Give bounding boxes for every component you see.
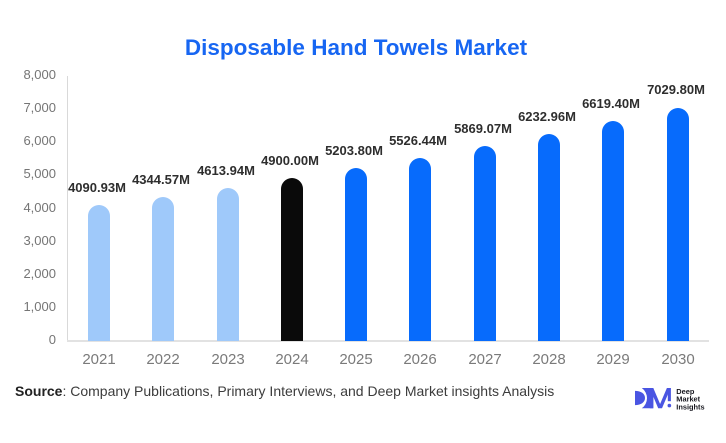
- svg-text:Deep: Deep: [676, 388, 695, 396]
- svg-text:Insights: Insights: [676, 402, 704, 411]
- svg-text:Market: Market: [676, 394, 700, 403]
